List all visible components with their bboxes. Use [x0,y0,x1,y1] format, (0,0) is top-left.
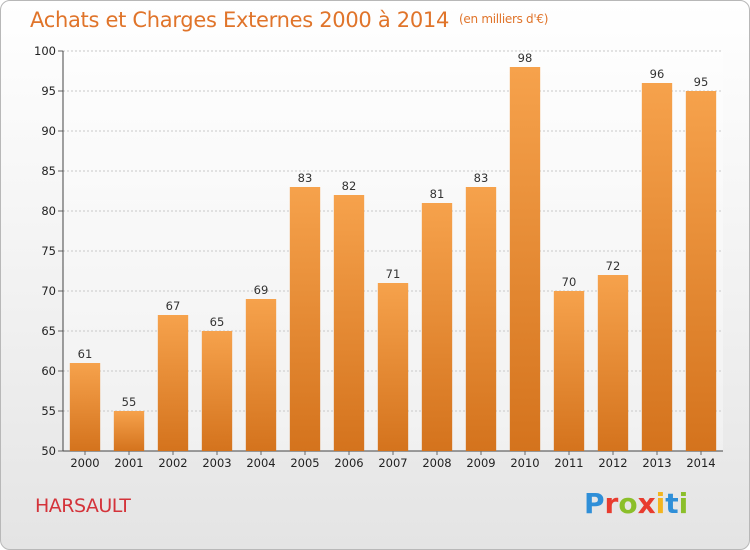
logo-letter: i [655,487,666,520]
logo-letter: o [618,487,638,520]
y-tick-label: 70 [41,284,56,298]
y-tick-label: 80 [41,204,56,218]
x-tick-label: 2011 [554,456,583,470]
proxiti-logo: Proxiti [584,487,688,520]
bar-value-label: 82 [342,179,357,193]
x-tick-label: 2002 [158,456,187,470]
bar [377,283,409,451]
y-tick-label: 60 [41,364,56,378]
x-tick-label: 2012 [598,456,627,470]
bar-value-label: 72 [606,259,621,273]
y-tick-label: 90 [41,124,56,138]
x-tick-label: 2001 [114,456,143,470]
y-tick-label: 50 [41,444,56,458]
bar [597,275,629,451]
bar [509,67,541,451]
place-name: HARSAULT [35,495,131,517]
bar-value-label: 71 [386,267,401,281]
x-tick-label: 2003 [202,456,231,470]
chart-title: Achats et Charges Externes 2000 à 2014 (e… [30,8,548,32]
bar-value-label: 81 [430,187,445,201]
chart-subtitle: (en milliers d'€) [459,12,549,26]
bar [553,291,585,451]
bar [201,331,233,451]
bar-value-label: 55 [122,395,137,409]
bar-value-label: 70 [562,275,577,289]
x-tick-label: 2013 [642,456,671,470]
y-tick-label: 85 [41,164,56,178]
y-tick-label: 55 [41,404,56,418]
x-tick-label: 2010 [510,456,539,470]
bar [113,411,145,451]
x-tick-label: 2007 [378,456,407,470]
bar-value-label: 83 [474,171,489,185]
y-tick-label: 75 [41,244,56,258]
logo-letter: t [665,487,679,520]
y-tick-label: 100 [34,44,56,58]
logo-letter: r [604,487,619,520]
y-tick-label: 95 [41,84,56,98]
bar-value-label: 65 [210,315,225,329]
bar-value-label: 95 [694,75,709,89]
x-tick-label: 2006 [334,456,363,470]
logo-letter: P [584,487,605,520]
bar-value-label: 61 [78,347,93,361]
bar-value-label: 83 [298,171,313,185]
bar [157,315,189,451]
x-tick-label: 2009 [466,456,495,470]
y-tick-label: 65 [41,324,56,338]
bar [685,91,717,451]
bar [333,195,365,451]
x-tick-label: 2008 [422,456,451,470]
x-tick-label: 2004 [246,456,275,470]
x-tick-label: 2005 [290,456,319,470]
logo-letter: x [637,487,656,520]
logo-letter: i [678,487,689,520]
x-tick-label: 2000 [70,456,99,470]
bar [421,203,453,451]
bar-value-label: 67 [166,299,181,313]
chart-title-text: Achats et Charges Externes 2000 à 2014 [30,8,450,32]
bar-value-label: 96 [650,67,665,81]
bar [69,363,101,451]
bar [465,187,497,451]
x-tick-label: 2014 [686,456,715,470]
bar-value-label: 69 [254,283,269,297]
bar [289,187,321,451]
bar [641,83,673,451]
bar-value-label: 98 [518,51,533,65]
bar [245,299,277,451]
